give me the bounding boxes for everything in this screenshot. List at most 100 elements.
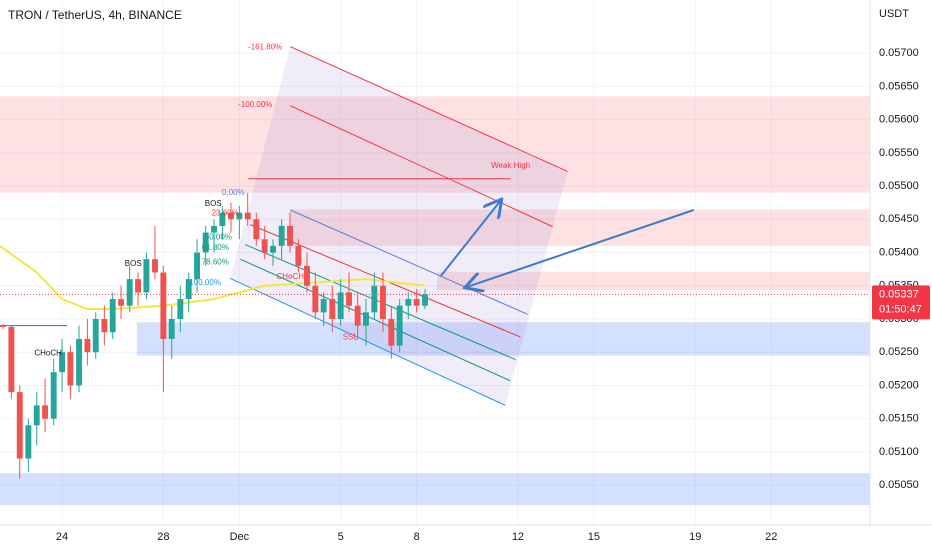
x-tick-label: 24 xyxy=(56,531,68,543)
candle-body xyxy=(388,318,395,346)
annotation: CHoCH xyxy=(34,349,62,358)
drawing-line xyxy=(290,46,568,172)
candle-body xyxy=(109,299,116,333)
y-tick-label: 0.05650 xyxy=(879,80,919,92)
x-tick-label: 12 xyxy=(512,531,524,543)
annotation: BOS xyxy=(125,259,142,268)
y-tick-label: 0.05600 xyxy=(879,114,919,126)
candle-body xyxy=(354,305,361,326)
y-tick-label: 0.05700 xyxy=(879,47,919,59)
candle-body xyxy=(228,212,234,220)
candle-body xyxy=(270,245,276,253)
candle-body xyxy=(363,312,369,326)
candle-body xyxy=(346,292,352,306)
chart-title: TRON / TetherUS, 4h, BINANCE xyxy=(8,8,182,22)
candle-body xyxy=(396,305,403,346)
candle-body xyxy=(25,425,32,459)
zone xyxy=(290,209,870,246)
y-tick-label: 0.05500 xyxy=(879,180,919,192)
candle-body xyxy=(379,285,386,319)
candle-body xyxy=(160,272,167,339)
countdown: 01:50:47 xyxy=(879,303,922,315)
candle-body xyxy=(320,299,327,313)
candle-body xyxy=(211,225,217,233)
candle-body xyxy=(67,352,74,386)
zone xyxy=(0,473,870,506)
drawing-line xyxy=(290,209,528,315)
candle-body xyxy=(422,294,428,306)
annotation: CHoCH xyxy=(276,272,304,281)
y-tick-label: 0.05550 xyxy=(879,147,919,159)
candle-body xyxy=(16,392,23,459)
candle-body xyxy=(244,212,251,220)
x-tick-label: 19 xyxy=(689,531,701,543)
annotation: SSL xyxy=(343,333,359,342)
y-axis-label: USDT xyxy=(879,8,909,20)
candle-body xyxy=(329,299,336,319)
candle-body xyxy=(177,299,184,319)
zone xyxy=(136,322,870,356)
x-tick-label: 22 xyxy=(765,531,777,543)
drawing-line xyxy=(230,277,506,406)
annotation: -100.00% xyxy=(238,100,272,109)
plot-area: -161.80% -100.00% 0.00% 23.60% 50.00% 61.80% 7… xyxy=(0,0,870,525)
candle-body xyxy=(236,212,243,220)
candle-body xyxy=(76,338,82,386)
x-tick-label: 5 xyxy=(338,531,344,543)
candle-body xyxy=(295,245,302,266)
annotation: Weak High xyxy=(491,161,530,170)
candle-body xyxy=(0,325,6,327)
candle-body xyxy=(135,279,141,293)
annotation: 23.60% xyxy=(212,208,239,217)
arrow xyxy=(467,209,695,287)
candle-body xyxy=(8,326,15,393)
candle-body xyxy=(152,259,158,273)
candle-body xyxy=(253,219,260,240)
candle-body xyxy=(59,352,66,373)
x-tick-label: 8 xyxy=(414,531,420,543)
candle-body xyxy=(371,285,378,313)
annotation: BOS xyxy=(205,199,222,208)
annotation: 100.00% xyxy=(189,278,221,287)
fib-shade xyxy=(230,46,568,406)
annotation: 0.00% xyxy=(222,188,245,197)
candle-body xyxy=(278,225,285,246)
candle-body xyxy=(185,279,192,300)
annotation: 78.60% xyxy=(202,258,229,267)
candle-body xyxy=(413,299,420,306)
annotation: 61.80% xyxy=(202,243,229,252)
candle-body xyxy=(287,225,293,246)
zone xyxy=(0,96,870,193)
drawing-line xyxy=(240,258,511,382)
candle-body xyxy=(312,285,319,313)
candle-body xyxy=(33,405,40,426)
arrow xyxy=(439,201,500,278)
candle-body xyxy=(194,252,201,280)
y-tick-label: 0.05050 xyxy=(879,479,919,491)
y-tick-label: 0.05100 xyxy=(879,446,919,458)
candle-body xyxy=(405,299,412,306)
annotation: -161.80% xyxy=(248,42,282,51)
last-price-box xyxy=(872,285,930,320)
last-price-label: 0.05337 xyxy=(879,288,919,300)
candle-body xyxy=(50,372,57,419)
candle-body xyxy=(261,239,268,253)
x-tick-label: Dec xyxy=(230,531,250,543)
candle-body xyxy=(304,265,310,286)
y-tick-label: 0.05250 xyxy=(879,346,919,358)
y-tick-label: 0.05200 xyxy=(879,379,919,391)
axes: 0.05050 0.05100 0.05150 0.05200 0.05250 0.053… xyxy=(56,47,930,543)
candle-body xyxy=(126,279,133,306)
x-tick-label: 15 xyxy=(588,531,600,543)
x-tick-label: 28 xyxy=(157,531,169,543)
candle-body xyxy=(143,259,150,293)
y-tick-label: 0.05450 xyxy=(879,213,919,225)
zone xyxy=(436,271,870,291)
candle-body xyxy=(92,318,99,353)
y-tick-label: 0.05150 xyxy=(879,413,919,425)
candle-body xyxy=(84,338,91,353)
candle-body xyxy=(168,318,175,339)
candle-body xyxy=(101,318,108,333)
candle-body xyxy=(202,232,209,253)
